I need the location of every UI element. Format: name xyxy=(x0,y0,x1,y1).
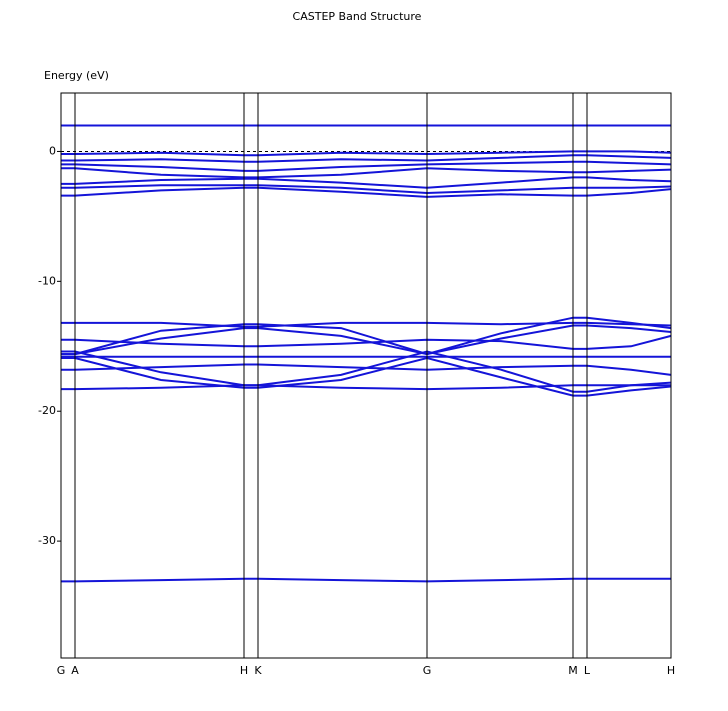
band xyxy=(61,186,672,198)
x-tick-label: K xyxy=(254,664,262,677)
band xyxy=(61,334,672,350)
band xyxy=(61,184,672,195)
y-tick-label: -20 xyxy=(38,404,56,417)
y-tick-label: -10 xyxy=(38,274,56,287)
y-tick-label: -30 xyxy=(38,534,56,547)
x-tick-label: M xyxy=(568,664,578,677)
y-tick-label: 0 xyxy=(49,144,56,157)
band xyxy=(61,176,672,189)
band xyxy=(61,150,672,157)
y-axis-label: Energy (eV) xyxy=(44,69,109,82)
band xyxy=(61,363,672,376)
band xyxy=(61,321,672,328)
x-tick-label: H xyxy=(667,664,675,677)
x-tick-label: G xyxy=(423,664,432,677)
x-tick-label: H xyxy=(240,664,248,677)
band xyxy=(61,577,671,583)
plot-frame xyxy=(60,92,672,659)
band xyxy=(61,167,672,179)
band xyxy=(61,324,672,356)
x-tick-label: A xyxy=(71,664,79,677)
x-tick-label: G xyxy=(57,664,66,677)
band xyxy=(61,350,672,393)
chart-title: CASTEP Band Structure xyxy=(293,10,422,23)
band xyxy=(61,154,672,163)
band xyxy=(61,384,671,391)
x-tick-label: L xyxy=(584,664,591,677)
band xyxy=(61,160,672,172)
